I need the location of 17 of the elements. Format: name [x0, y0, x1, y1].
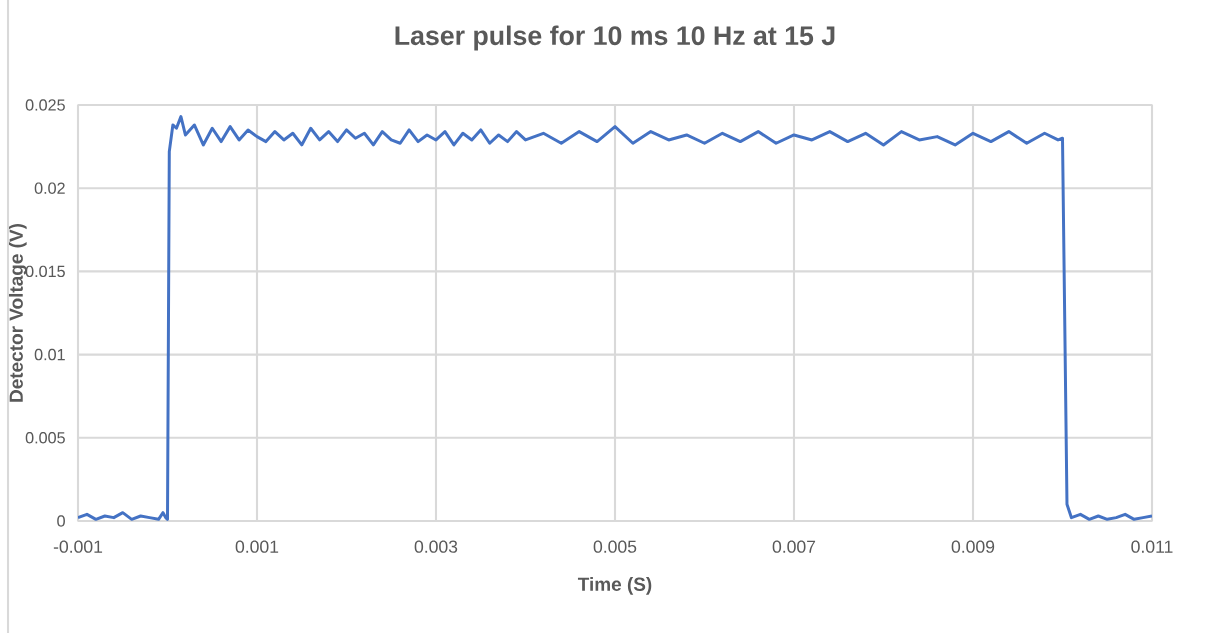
x-tick-label: 0.005: [593, 540, 637, 553]
y-tick-label: 0.015: [25, 265, 65, 278]
x-tick-label: 0.011: [1131, 540, 1173, 553]
y-tick-label: 0.025: [25, 99, 65, 111]
x-tick-label: 0.003: [414, 540, 458, 553]
x-tick-label: -0.001: [53, 540, 103, 553]
y-tick-label: 0.005: [25, 432, 65, 444]
y-tick-label: 0.01: [34, 348, 65, 361]
x-tick-label: 0.007: [772, 540, 816, 553]
x-axis-title: Time (S): [577, 577, 652, 595]
chart-title: Laser pulse for 10 ms 10 Hz at 15 J: [395, 25, 835, 51]
line-series: [78, 115, 1153, 521]
x-tick-label: 0.009: [951, 540, 995, 553]
y-tick-label: 0.02: [34, 182, 65, 194]
x-tick-label: 0.001: [235, 540, 279, 553]
y-axis-title: Detector Voltage (V): [9, 223, 27, 402]
y-tick-label: 0: [57, 515, 65, 527]
